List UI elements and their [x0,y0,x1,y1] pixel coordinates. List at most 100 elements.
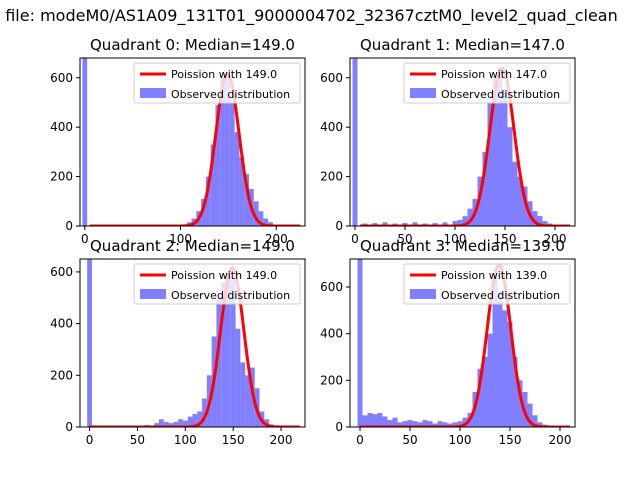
quadrant-1-xtick-label-1: 50 [397,232,412,246]
quadrant-2-bar-3 [154,423,159,427]
quadrant-3-frame [349,258,576,428]
quadrant-3-xtick-label-1: 50 [402,433,417,447]
quadrant-0-poisson-line [89,72,301,226]
quadrant-0-bar-14 [244,174,249,226]
quadrant-3-bar-14 [427,421,433,427]
quadrant-1-bar-22 [512,161,518,226]
quadrant-0-bars [82,58,278,226]
quadrant-3-bar-28 [497,291,503,427]
quadrant-1-axes: 0 50 100 150 200 0 200 400 600 Poission with 147.… [320,36,576,246]
quadrant-2-poisson-line [89,266,301,427]
quadrant-2-bar-13 [202,398,207,427]
quadrant-2-bar-26 [264,419,270,427]
quadrant-0-bar-10 [225,75,230,226]
figure-suptitle: n file: modeM0/AS1A09_131T01_9000004702_… [0,6,618,25]
quadrant-1-ytick-label-1: 200 [320,170,343,184]
quadrant-2-bar-18 [226,271,231,427]
quadrant-3-legend-box [403,263,571,305]
quadrant-1-legend-bar-label: Observed distribution [441,88,560,101]
quadrant-3-bar-18 [447,423,453,427]
quadrant-2-legend-bar-label: Observed distribution [171,289,290,302]
quadrant-0-ytick-label-3: 600 [50,71,73,85]
quadrant-2-ytick-label-2: 400 [50,317,73,331]
quadrant-0-bar-13 [239,156,245,226]
quadrant-2-xtick-label-2: 100 [174,433,197,447]
quadrant-2-legend-line-label: Poission with 149.0 [171,269,277,282]
quadrant-1-bar-6 [412,222,418,226]
quadrant-2-xtick-label-1: 50 [130,433,145,447]
quadrant-2-bar-20 [235,328,241,427]
quadrant-3-bar-25 [482,357,488,427]
quadrant-1-xtick-label-4: 200 [544,232,567,246]
quadrant-1-bar-27 [537,216,543,226]
quadrant-0-bar-17 [258,211,264,226]
quadrant-1-frame [349,57,576,227]
quadrant-3-ytick-label-2: 400 [320,327,343,341]
quadrant-3-bar-15 [432,423,438,427]
quadrant-0-bar-16 [253,201,259,226]
quadrant-2-bar-17 [221,282,227,427]
quadrant-3-bar-12 [417,422,423,427]
quadrant-3-bar-2 [367,413,373,427]
quadrant-3-bar-11 [412,421,418,427]
quadrant-0-bar-11 [229,102,235,226]
quadrant-3-bar-10 [407,420,413,427]
quadrant-3-bar-20 [457,421,463,427]
quadrant-1-ytick-label-2: 400 [320,120,343,134]
quadrant-3-bar-30 [507,322,513,427]
quadrant-3-poisson-line [360,263,570,427]
quadrant-3-title: Quadrant 3: Median=139.0 [360,237,565,255]
quadrant-0-bar-5 [201,198,206,226]
quadrant-2-bar-5 [163,421,169,427]
quadrant-1-bar-17 [487,102,493,226]
quadrant-2-xtick-label-3: 150 [222,433,245,447]
quadrant-1-bar-28 [542,221,548,226]
quadrant-1-title: Quadrant 1: Median=147.0 [360,36,565,54]
quadrant-2-bar-10 [187,416,193,427]
quadrant-1-bar-11 [457,219,463,226]
quadrant-0-ytick-label-0: 0 [65,219,73,233]
quadrant-3-bar-31 [512,357,518,427]
quadrant-3-bar-9 [402,421,408,427]
quadrant-2-ytick-label-1: 200 [50,368,73,382]
quadrant-1-bar-12 [462,216,468,226]
quadrant-2-bar-12 [197,411,203,427]
quadrant-1-bar-23 [517,176,523,226]
quadrant-1-legend-box [403,62,571,104]
quadrant-0-bar-7 [210,144,216,226]
quadrant-3-bar-0 [357,259,363,427]
quadrant-3-bar-6 [387,420,393,427]
quadrant-0-legend-line-label: Poission with 149.0 [171,68,277,81]
quadrant-1-bar-20 [502,90,508,226]
quadrant-2-title: Quadrant 2: Median=149.0 [90,237,295,255]
quadrant-3-bar-26 [487,333,493,427]
quadrant-0-bar-0 [82,58,88,226]
quadrant-3-xtick-label-0: 0 [356,433,364,447]
quadrant-3-bar-34 [527,403,533,427]
quadrant-3-bar-7 [392,417,398,427]
quadrant-1-xtick-label-3: 150 [494,232,517,246]
quadrant-3-bar-27 [492,275,498,427]
quadrant-1-bar-18 [492,77,498,226]
quadrant-2-ytick-label-0: 0 [65,420,73,434]
quadrant-1-bar-0 [352,58,358,226]
quadrant-3-legend-bar-label: Observed distribution [441,289,560,302]
quadrant-3-bar-32 [517,380,523,427]
quadrant-2-bar-7 [173,421,179,427]
quadrant-0-ytick-label-2: 400 [50,120,73,134]
quadrant-1-bar-26 [532,211,538,226]
quadrant-2-legend-box [133,263,301,305]
quadrant-0-ytick-label-1: 200 [50,170,73,184]
quadrant-2-bar-0 [87,259,92,427]
quadrant-1-legend-bar-swatch [410,88,436,98]
quadrant-2-bar-11 [192,414,198,427]
quadrant-3-bar-21 [462,417,468,427]
quadrant-3-ytick-label-1: 200 [320,373,343,387]
quadrant-3-bar-3 [372,414,378,427]
quadrant-0-xtick-label-2: 200 [265,232,288,246]
quadrant-3-ytick-label-3: 600 [320,280,343,294]
quadrant-1-bar-16 [482,151,488,226]
quadrant-0-frame [79,57,306,227]
quadrant-3-bar-19 [452,422,458,427]
